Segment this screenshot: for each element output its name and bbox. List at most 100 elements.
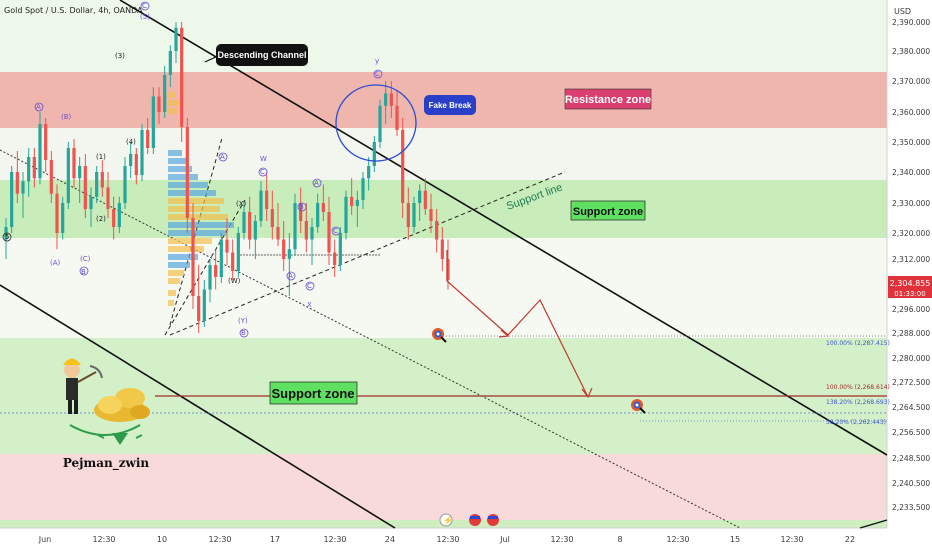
x-tick-label: 24 — [385, 535, 395, 544]
candle-body — [202, 289, 206, 321]
candle-body — [231, 252, 235, 271]
fib-label: 100.00% (2,268.614) — [826, 384, 890, 391]
candle-body — [140, 130, 144, 176]
candle-body — [350, 196, 354, 206]
support-zone-upper-label[interactable]: Support zone — [570, 200, 646, 221]
y-tick-label: 2,390.000 — [892, 18, 930, 27]
candle-body — [44, 124, 48, 160]
candle-body — [316, 203, 320, 227]
candle-body — [129, 154, 133, 166]
candle-body — [32, 157, 36, 179]
event-icon-flag-1[interactable] — [469, 514, 481, 526]
wave-label: W — [260, 155, 267, 163]
author-mascot — [63, 358, 150, 445]
target-icon-2[interactable] — [631, 399, 646, 414]
y-tick-label: 2,233.500 — [892, 503, 930, 512]
wave-label: A — [288, 272, 293, 280]
x-tick-label: 12:30 — [550, 535, 573, 544]
candle-body — [304, 221, 308, 240]
descending-channel-lower[interactable] — [0, 284, 396, 529]
y-tick-label: 2,330.000 — [892, 199, 930, 208]
candle-body — [299, 203, 303, 221]
svg-text:Support zone: Support zone — [573, 206, 643, 218]
y-tick-label: 2,280.000 — [892, 354, 930, 363]
svg-text:01:33:00: 01:33:00 — [894, 290, 925, 298]
candle-body — [191, 218, 195, 296]
x-tick-label: 10 — [157, 535, 167, 544]
event-icon-flag-2[interactable] — [487, 514, 499, 526]
wave-label: B — [81, 268, 86, 276]
candle-body — [327, 212, 331, 253]
y-tick-label: 2,256.500 — [892, 428, 930, 437]
candle-body — [151, 96, 155, 148]
candle-body — [219, 239, 223, 277]
fib-label: 138.20% (2,268.693) — [826, 399, 890, 406]
candle-body — [174, 27, 178, 51]
y-tick-label: 2,312.000 — [892, 255, 930, 264]
candle-body — [418, 190, 422, 203]
x-axis-ticks: Jun 12:30 10 12:30 17 12:30 24 12:30 Jul 12:30 8 12… — [38, 535, 855, 544]
fake-break-label[interactable]: Fake Break — [424, 95, 476, 115]
zone-bottom-pink — [0, 454, 887, 524]
y-tick-label: 2,288.000 — [892, 329, 930, 338]
candle-body — [100, 172, 104, 188]
wave-label: C — [375, 70, 380, 78]
candle-body — [384, 93, 388, 106]
wave-label: (B) — [61, 113, 72, 121]
candle-body — [214, 265, 218, 277]
candle-body — [112, 209, 116, 227]
candle-body — [367, 166, 371, 179]
y-tick-label: 2,264.500 — [892, 403, 930, 412]
wedge-upper — [169, 137, 223, 326]
candle-body — [72, 148, 76, 179]
candle-body — [21, 181, 25, 194]
candle-body — [282, 239, 286, 259]
candle-body — [168, 51, 172, 75]
last-price-tag: 2,304.855 01:33:00 — [888, 276, 932, 298]
candle-body — [344, 196, 348, 233]
candle-body — [146, 130, 150, 148]
wave-label: A — [314, 179, 319, 187]
svg-text:Fake Break: Fake Break — [429, 101, 472, 110]
svg-text:2,304.855: 2,304.855 — [890, 279, 931, 288]
support-zone-lower-label[interactable]: Support zone — [269, 381, 358, 405]
candle-body — [242, 212, 246, 233]
time-axis[interactable] — [0, 528, 887, 550]
candle-body — [378, 105, 382, 142]
wave-label: (W) — [228, 277, 241, 285]
wave-label: y — [375, 57, 379, 65]
candle-body — [123, 166, 127, 203]
candle-body — [287, 249, 291, 259]
y-tick-label: 2,370.000 — [892, 77, 930, 86]
support-zone-upper — [0, 180, 887, 238]
candle-body — [293, 203, 297, 250]
candle-body — [66, 148, 70, 203]
fake-break-circle — [335, 84, 417, 162]
wave-label: (5) — [140, 13, 150, 21]
wedge-lower — [164, 199, 246, 336]
wave-label: X — [307, 301, 312, 309]
descending-channel-upper[interactable] — [119, 0, 888, 456]
candle-body — [253, 221, 257, 240]
wave-label: (A) — [50, 259, 61, 267]
candle-body — [27, 157, 31, 182]
wave-label: C — [142, 2, 147, 10]
x-tick-label: 22 — [845, 535, 855, 544]
y-tick-label: 2,350.000 — [892, 138, 930, 147]
support-line[interactable] — [169, 171, 566, 336]
price-axis[interactable] — [887, 0, 932, 550]
wave-label: B — [241, 329, 246, 337]
target-icon-1[interactable] — [432, 328, 447, 343]
candle-body — [55, 193, 59, 233]
x-tick-label: 12:30 — [208, 535, 231, 544]
wave-label: C — [307, 282, 312, 290]
wave-label: (3) — [115, 52, 125, 60]
event-icon-lightning[interactable]: ⚡ — [439, 513, 453, 527]
descending-channel-label[interactable]: Descending Channel — [204, 44, 308, 66]
wave-label: A — [220, 153, 225, 161]
x-tick-label: 12:30 — [666, 535, 689, 544]
candle-body — [157, 96, 161, 112]
y-tick-label: 2,340.000 — [892, 168, 930, 177]
resistance-zone-label[interactable]: Resistance zone — [564, 88, 652, 110]
